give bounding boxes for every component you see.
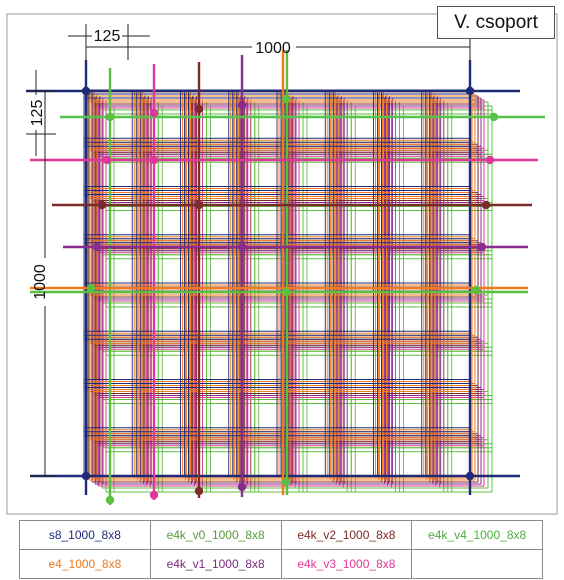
- node-marker: [92, 242, 102, 252]
- node-marker: [481, 200, 491, 210]
- node-marker: [105, 495, 115, 505]
- node-marker: [86, 283, 96, 293]
- legend-item-e4k-v2: e4k_v2_1000_8x8: [280, 520, 413, 550]
- node-marker: [81, 86, 91, 96]
- legend-item-empty: [411, 549, 543, 579]
- node-marker: [194, 200, 204, 210]
- node-marker: [489, 112, 499, 122]
- node-marker: [97, 200, 107, 210]
- dimension-annotations: 125 1000 125 1000: [26, 24, 471, 477]
- legend-item-e4: e4_1000_8x8: [19, 549, 151, 579]
- legend-row: e4_1000_8x8 e4k_v1_1000_8x8 e4k_v3_1000_…: [19, 549, 543, 579]
- dim-left-spacing: 125: [29, 100, 46, 127]
- node-marker: [81, 471, 91, 481]
- legend-item-s8: s8_1000_8x8: [19, 520, 151, 550]
- node-marker: [149, 155, 159, 165]
- dim-left-total: 1000: [32, 264, 49, 300]
- outer-frame: [6, 13, 558, 515]
- node-marker: [237, 242, 247, 252]
- node-marker: [194, 486, 204, 496]
- node-marker: [281, 94, 291, 104]
- node-marker: [237, 100, 247, 110]
- dim-top-total: 1000: [255, 40, 291, 57]
- legend-item-e4k-v4: e4k_v4_1000_8x8: [411, 520, 543, 550]
- node-marker: [465, 471, 475, 481]
- legend-item-e4k-v0: e4k_v0_1000_8x8: [149, 520, 282, 550]
- reference-axis-lines: [26, 50, 545, 505]
- dim-top-spacing: 125: [94, 28, 121, 45]
- legend-row: s8_1000_8x8 e4k_v0_1000_8x8 e4k_v2_1000_…: [19, 520, 543, 550]
- node-marker: [149, 108, 159, 118]
- node-marker: [149, 490, 159, 500]
- legend-item-e4k-v1: e4k_v1_1000_8x8: [149, 549, 282, 579]
- node-marker: [477, 242, 487, 252]
- node-marker: [194, 104, 204, 114]
- node-marker: [237, 482, 247, 492]
- node-marker: [102, 155, 112, 165]
- node-marker: [105, 112, 115, 122]
- legend-item-e4k-v3: e4k_v3_1000_8x8: [280, 549, 413, 579]
- node-marker: [465, 86, 475, 96]
- node-marker: [471, 285, 481, 295]
- diagram-frame: [6, 13, 558, 515]
- node-marker: [281, 287, 291, 297]
- node-markers: [81, 86, 499, 505]
- group-label: V. csoport: [437, 6, 555, 39]
- node-marker: [281, 477, 291, 487]
- legend-table: s8_1000_8x8 e4k_v0_1000_8x8 e4k_v2_1000_…: [19, 520, 543, 579]
- node-marker: [485, 155, 495, 165]
